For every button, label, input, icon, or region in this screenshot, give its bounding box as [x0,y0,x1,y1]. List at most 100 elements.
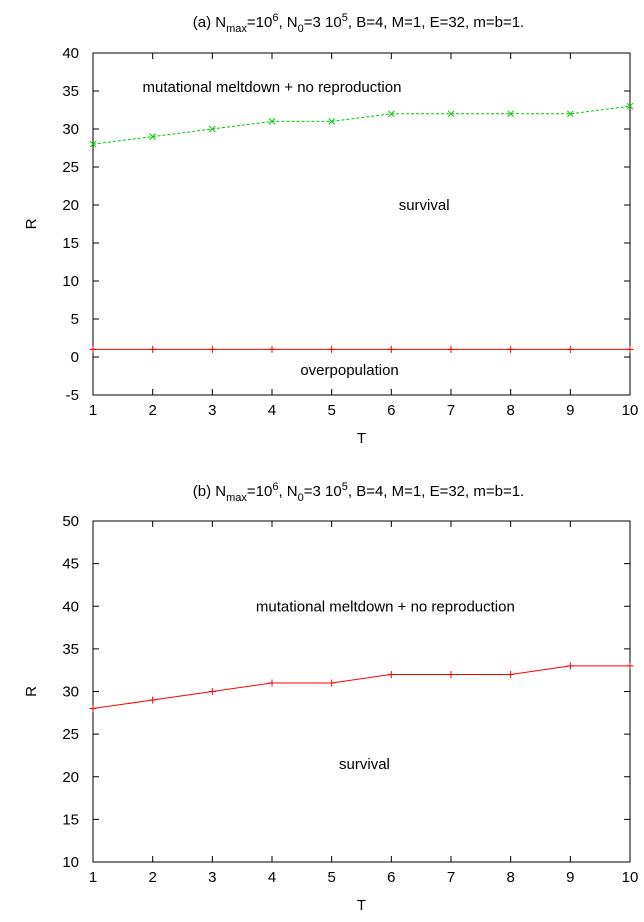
x-tick-label: 10 [622,869,639,886]
annotation-label: survival [399,197,450,214]
title-part-6: =3 10 [304,483,342,500]
title-part-7: 5 [342,12,348,24]
data-point-stroke [208,125,216,133]
data-point-stroke [507,110,515,118]
annotation-label: mutational meltdown + no reproduction [256,598,515,615]
y-tick-label: 5 [71,311,79,328]
title-part-3: 6 [272,12,278,24]
y-tick-label: 15 [62,811,79,828]
y-tick-label: 50 [62,513,79,530]
x-tick-label: 8 [506,402,514,419]
y-tick-label: 25 [62,159,79,176]
data-point-stroke [89,140,97,148]
x-tick-label: 10 [622,402,639,419]
x-tick-label: 1 [89,869,97,886]
data-point-stroke [268,118,276,125]
x-tick-label: 2 [148,402,156,419]
plot-frame [92,52,631,396]
title-part-4: , N [278,483,297,500]
x-tick-label: 6 [387,402,395,419]
data-point [507,345,515,353]
data-point [328,345,336,353]
y-tick-label: 10 [62,273,79,290]
x-tick-label: 9 [566,869,574,886]
data-point [387,670,395,678]
data-point [566,345,574,353]
x-tick-label: 3 [208,402,216,419]
data-point [566,662,574,670]
y-tick-label: 10 [62,854,79,871]
data-point [89,345,97,353]
y-tick-label: 40 [62,598,79,615]
y-tick-label: 30 [62,121,79,138]
title-part-0: (b) N [193,483,226,500]
data-point [328,679,336,687]
y-tick-label: 20 [62,197,79,214]
data-point [149,133,157,140]
chart-a: (a) Nmax=106, N0=3 105, B=4, M=1, E=32, … [23,12,638,447]
y-tick-label: 30 [62,684,79,701]
y-tick-label: -5 [66,387,79,404]
x-tick-label: 4 [268,402,276,419]
data-point [447,110,455,118]
x-axis-label: T [357,897,366,914]
x-tick-label: 5 [327,869,335,886]
x-tick-label: 5 [327,402,335,419]
y-axis-label: R [23,218,40,229]
data-point-stroke [447,110,455,118]
title-part-8: , B=4, M=1, E=32, m=b=1. [348,14,524,31]
y-axis-label: R [23,686,40,697]
data-point [626,102,634,110]
data-point [208,688,216,695]
data-point-stroke [626,102,634,110]
title-part-2: =10 [247,14,272,31]
data-point [208,345,216,353]
y-tick-label: 20 [62,769,79,786]
data-point [149,696,157,704]
data-point [626,345,634,353]
data-point-stroke [566,110,574,118]
chart-b: (b) Nmax=106, N0=3 105, B=4, M=1, E=32, … [23,481,638,914]
y-tick-label: 0 [71,349,79,366]
chart-title: (a) Nmax=106, N0=3 105, B=4, M=1, E=32, … [193,12,524,35]
series-line-0 [92,665,630,710]
data-point [447,670,455,678]
title-part-0: (a) N [193,14,226,31]
x-tick-label: 1 [89,402,97,419]
y-tick-label: 35 [62,83,79,100]
data-point-stroke [387,110,395,118]
title-part-5: 0 [298,23,304,35]
y-tick-label: 40 [62,45,79,62]
data-point-stroke [149,133,157,140]
y-tick-label: 25 [62,726,79,743]
annotation-label: overpopulation [300,362,398,379]
data-point [328,118,336,125]
data-point-stroke [328,118,336,125]
chart-title: (b) Nmax=106, N0=3 105, B=4, M=1, E=32, … [193,481,524,504]
x-tick-label: 3 [208,869,216,886]
title-part-8: , B=4, M=1, E=32, m=b=1. [348,483,524,500]
data-point [507,670,515,678]
data-point [208,125,216,133]
data-point [89,140,97,148]
y-tick-label: 45 [62,556,79,573]
data-point [149,345,157,353]
plot-frame [92,520,631,863]
data-point [566,110,574,118]
title-part-1: max [226,492,247,504]
data-point [268,345,276,353]
title-part-5: 0 [298,492,304,504]
y-tick-label: 35 [62,641,79,658]
title-part-3: 6 [272,481,278,493]
title-part-1: max [226,23,247,35]
data-point [268,679,276,687]
title-part-2: =10 [247,483,272,500]
x-tick-label: 4 [268,869,276,886]
title-part-7: 5 [342,481,348,493]
data-point [387,110,395,118]
y-tick-label: 15 [62,235,79,252]
data-point [507,110,515,118]
x-tick-label: 7 [447,402,455,419]
series-line-0 [92,105,631,145]
title-part-4: , N [278,14,297,31]
